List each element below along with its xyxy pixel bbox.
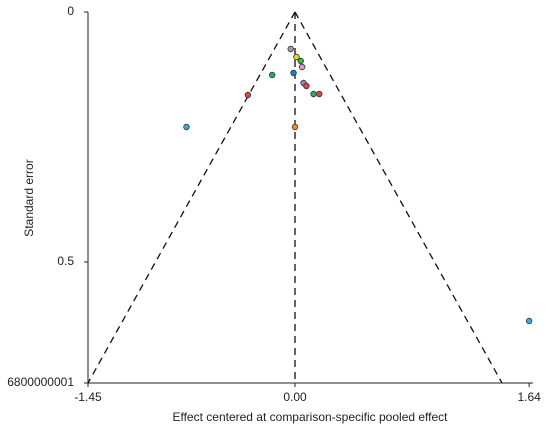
- point: [293, 53, 300, 61]
- point: [297, 57, 304, 65]
- point: [298, 63, 306, 71]
- point: [303, 82, 310, 90]
- point: [268, 71, 276, 79]
- x-tick-label: 0.00: [283, 390, 307, 404]
- y-axis-title: Standard error: [22, 159, 36, 236]
- y-tick-label: 0.5: [57, 254, 74, 268]
- point: [287, 45, 294, 53]
- point: [183, 123, 190, 131]
- x-tick-label: -1.45: [74, 390, 102, 404]
- point: [291, 123, 299, 131]
- x-tick-label: 1.64: [517, 390, 541, 404]
- point: [244, 91, 252, 99]
- y-tick-label: 6800000001: [7, 375, 74, 389]
- point: [310, 90, 317, 98]
- point: [525, 317, 533, 325]
- y-tick-label: 0: [67, 4, 74, 18]
- funnel-left: [87, 11, 296, 384]
- point: [290, 69, 297, 77]
- funnel-right: [294, 11, 503, 384]
- point: [316, 90, 323, 98]
- x-axis-title: Effect centered at comparison-specific p…: [172, 410, 448, 424]
